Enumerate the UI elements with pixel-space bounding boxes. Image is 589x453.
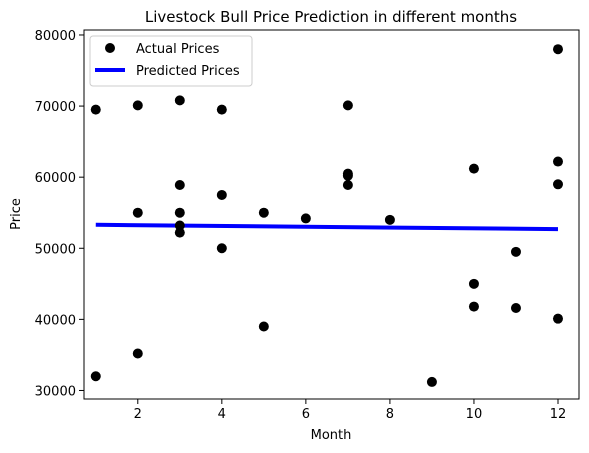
- y-tick-label: 60000: [35, 171, 76, 186]
- plot-frame: [83, 29, 580, 400]
- actual-price-point: [216, 243, 227, 254]
- y-tick-label: 50000: [35, 242, 76, 257]
- actual-price-point: [132, 348, 143, 359]
- actual-price-point: [132, 100, 143, 111]
- actual-price-point: [342, 100, 353, 111]
- x-tick-label: 4: [218, 407, 226, 422]
- x-tick-label: 2: [134, 407, 142, 422]
- actual-price-point: [552, 313, 563, 324]
- actual-price-point: [174, 207, 185, 218]
- actual-price-point: [342, 170, 353, 181]
- actual-price-point: [174, 220, 185, 231]
- y-tick-label: 30000: [35, 384, 76, 399]
- actual-price-point: [552, 179, 563, 190]
- legend: Actual Prices Predicted Prices: [89, 35, 253, 87]
- y-tick-label: 70000: [35, 100, 76, 115]
- actual-price-point: [300, 213, 311, 224]
- actual-price-point: [552, 156, 563, 167]
- actual-price-point: [342, 179, 353, 190]
- x-tick-label: 10: [466, 407, 483, 422]
- x-axis-label: Month: [311, 428, 352, 443]
- actual-price-point: [174, 227, 185, 238]
- y-tick-label: 80000: [35, 29, 76, 44]
- x-tick-label: 12: [550, 407, 567, 422]
- legend-label-predicted: Predicted Prices: [136, 64, 240, 79]
- chart-title: Livestock Bull Price Prediction in diffe…: [145, 8, 517, 26]
- actual-price-point: [90, 104, 101, 115]
- x-axis: 2 4 6 8 10 12: [134, 399, 567, 422]
- plot-area: [90, 44, 563, 387]
- actual-price-point: [384, 214, 395, 225]
- x-tick-label: 6: [302, 407, 310, 422]
- actual-price-point: [258, 321, 269, 332]
- y-axis: 30000 40000 50000 60000 70000 80000: [35, 29, 84, 399]
- actual-price-point: [258, 207, 269, 218]
- actual-price-point: [132, 207, 143, 218]
- actual-price-point: [468, 278, 479, 289]
- legend-marker-actual: [105, 43, 115, 53]
- actual-price-point: [174, 95, 185, 106]
- actual-price-point: [426, 376, 437, 387]
- actual-price-point: [552, 44, 563, 55]
- actual-price-point: [216, 104, 227, 115]
- actual-price-point: [510, 246, 521, 257]
- y-tick-label: 40000: [35, 313, 76, 328]
- x-tick-label: 8: [386, 407, 394, 422]
- legend-label-actual: Actual Prices: [136, 42, 220, 57]
- actual-price-point: [468, 163, 479, 174]
- legend-box: [89, 35, 253, 87]
- actual-price-point: [468, 301, 479, 312]
- actual-price-point: [216, 189, 227, 200]
- y-axis-label: Price: [9, 198, 24, 230]
- actual-price-point: [510, 302, 521, 313]
- predicted-price-line: [95, 222, 559, 232]
- actual-price-point: [90, 371, 101, 382]
- actual-price-point: [174, 179, 185, 190]
